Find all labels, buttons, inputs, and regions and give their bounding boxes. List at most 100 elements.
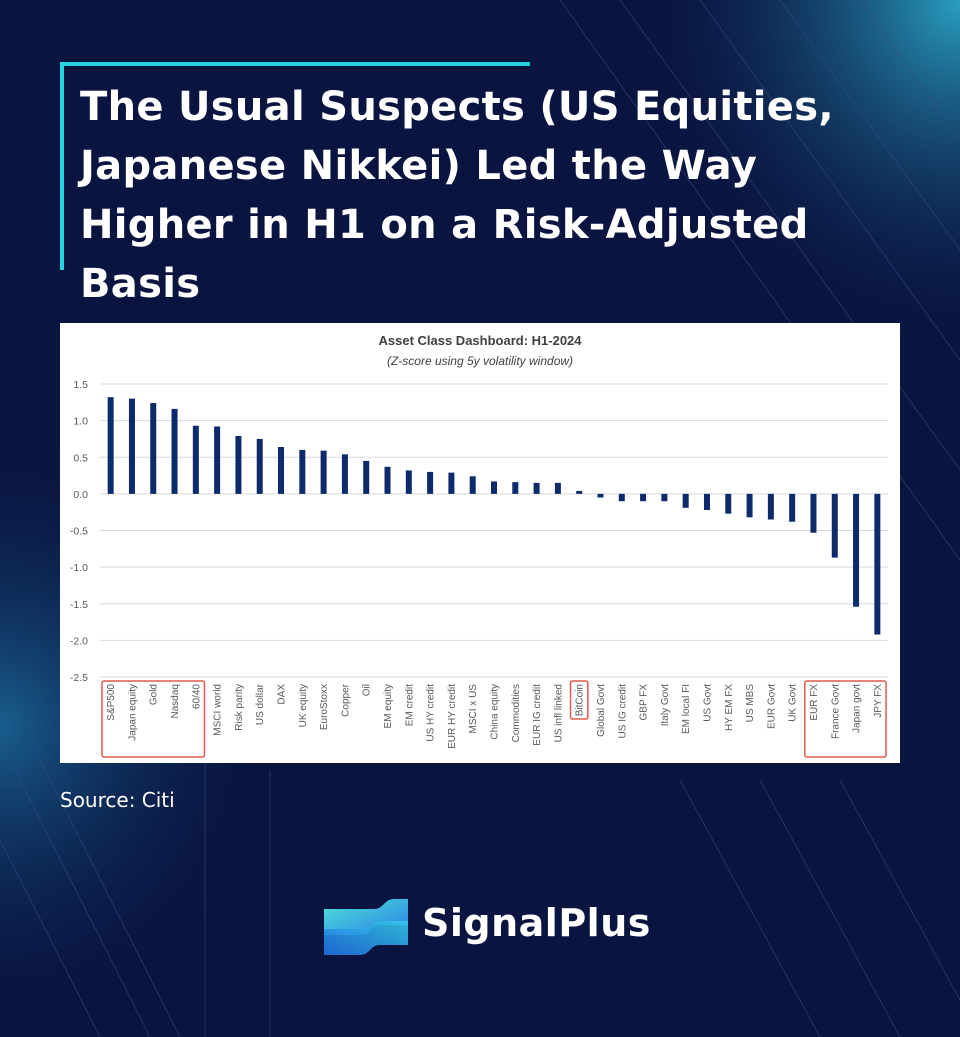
chart-subtitle: (Z-score using 5y volatility window): [387, 354, 573, 368]
y-tick-label: -2.0: [70, 635, 88, 647]
bar: [746, 493, 753, 518]
x-tick-label: DAX: [277, 684, 288, 705]
bar: [235, 436, 242, 494]
x-tick-label: China equity: [490, 684, 501, 740]
bar: [171, 408, 178, 494]
source-note: Source: Citi: [60, 788, 175, 812]
bar: [618, 493, 625, 502]
bar: [831, 493, 838, 558]
x-tick-label: Japan govt: [852, 684, 863, 733]
y-tick-label: -1.0: [70, 562, 88, 574]
x-tick-label: US HY credit: [426, 684, 437, 742]
bar: [320, 450, 327, 494]
headline-block: The Usual Suspects (US Equities, Japanes…: [60, 62, 920, 307]
x-tick-label: S&P500: [106, 684, 117, 721]
bar: [533, 482, 540, 494]
bar: [299, 449, 306, 494]
bar: [512, 482, 519, 494]
x-tick-label: EM credit: [404, 684, 415, 726]
x-tick-label: 60/40: [191, 684, 202, 709]
bar: [703, 493, 710, 510]
y-tick-label: 0.0: [73, 489, 88, 501]
x-tick-label: MSCI world: [213, 684, 224, 736]
headline-accent-left: [60, 62, 64, 270]
x-tick-label: GBP FX: [639, 684, 650, 721]
bar: [491, 481, 497, 494]
y-tick-label: -0.5: [70, 526, 88, 538]
bar: [192, 425, 199, 494]
x-tick-label: Risk parity: [234, 684, 245, 731]
bar: [448, 472, 455, 494]
bar: [469, 476, 476, 494]
x-tick-label: Italy Govt: [660, 684, 671, 726]
x-tick-label: EM local FI: [681, 684, 692, 734]
x-tick-label: US infl linked: [553, 684, 564, 742]
x-tick-label: Copper: [340, 683, 351, 716]
x-tick-label: UK equity: [298, 684, 309, 727]
bar: [597, 493, 604, 498]
highlight-box: [101, 680, 206, 758]
x-tick-label: US IG credit: [617, 684, 628, 739]
x-tick-label: Gold: [149, 684, 160, 705]
y-tick-label: -2.5: [70, 672, 88, 684]
bar: [150, 403, 157, 494]
brand-name: SignalPlus: [422, 901, 651, 945]
x-tick-label: EUR Govt: [766, 684, 777, 729]
asset-class-bar-chart: Asset Class Dashboard: H1-2024 (Z-score …: [70, 333, 888, 758]
x-tick-label: UK Govt: [788, 684, 799, 722]
x-tick-label: Commodities: [511, 684, 522, 742]
bar: [107, 397, 114, 494]
x-tick-label: US Govt: [702, 684, 713, 722]
page-title: The Usual Suspects (US Equities, Japanes…: [80, 84, 834, 307]
bar: [256, 438, 263, 494]
x-tick-label: EUR HY credit: [447, 684, 458, 749]
brand-logo: SignalPlus: [322, 895, 662, 957]
bar: [661, 493, 668, 502]
x-tick-label: Global Govt: [596, 684, 607, 737]
y-tick-label: -1.5: [70, 599, 88, 611]
bar: [576, 490, 583, 494]
bar: [128, 398, 135, 494]
y-axis-ticks: 1.5 1.0 0.5 0.0 -0.5 -1.0 -1.5 -2.0 -2.5: [70, 379, 88, 684]
signalplus-logo-icon: [324, 899, 408, 955]
bar: [363, 460, 370, 494]
x-tick-label: JPY FX: [873, 684, 884, 718]
y-tick-label: 0.5: [73, 452, 88, 464]
bar: [427, 471, 434, 494]
x-tick-label: EUR IG credit: [532, 684, 543, 746]
bar: [384, 466, 391, 494]
y-tick-label: 1.0: [73, 416, 88, 428]
headline-accent-top: [60, 62, 530, 66]
grid-lines: [100, 383, 888, 678]
x-tick-label: MSCI x US: [468, 684, 479, 734]
x-tick-label: Nasdaq: [170, 684, 181, 718]
x-tick-label: Japan equity: [127, 684, 138, 741]
x-tick-label: BitCoin: [575, 684, 586, 716]
x-tick-label: France Govt: [830, 684, 841, 739]
x-tick-label: EuroStoxx: [319, 684, 330, 730]
bar: [341, 454, 348, 494]
bar: [554, 482, 561, 494]
highlight-box: [569, 680, 589, 720]
bar: [214, 426, 221, 494]
x-tick-label: US MBS: [745, 684, 756, 723]
chart-title: Asset Class Dashboard: H1-2024: [378, 333, 582, 348]
x-tick-label: HY EM FX: [724, 684, 735, 731]
bar: [810, 493, 817, 533]
bar: [640, 493, 647, 502]
bar: [682, 493, 689, 508]
bar: [789, 493, 796, 522]
x-tick-label: US dollar: [255, 683, 266, 725]
highlight-box: [804, 680, 887, 758]
bar: [767, 493, 774, 520]
bar: [725, 493, 732, 514]
bar: [278, 446, 285, 494]
bar: [853, 493, 860, 607]
chart-card: Asset Class Dashboard: H1-2024 (Z-score …: [60, 323, 900, 763]
x-tick-label: EUR FX: [809, 684, 820, 721]
x-tick-label: EM equity: [383, 684, 394, 728]
bars: [107, 397, 881, 635]
bar: [405, 470, 412, 494]
x-tick-label: Oil: [362, 684, 373, 696]
x-axis-labels: S&P500 Japan equity Gold Nasdaq 60/40 MSCI wo…: [106, 683, 884, 749]
